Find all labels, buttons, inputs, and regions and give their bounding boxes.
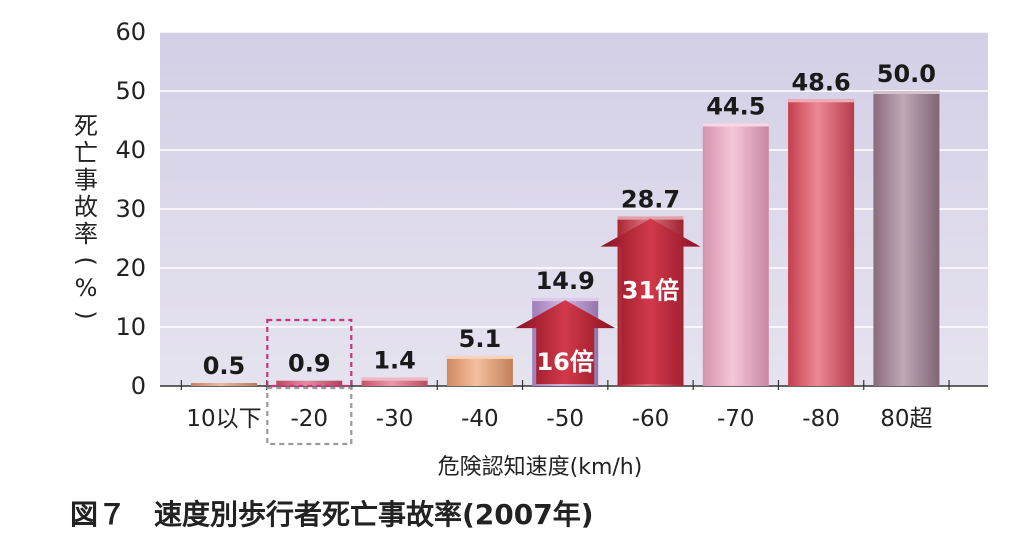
y-tick-label: 50 (115, 77, 146, 105)
y-tick-label: 0 (131, 372, 146, 400)
y-tick-label: 10 (115, 313, 146, 341)
bar-top-highlight (532, 298, 599, 302)
y-axis-title-char: 死 (74, 112, 98, 140)
value-label: 1.4 (373, 347, 416, 375)
bar-top-highlight (702, 123, 769, 127)
x-tick-label: 80超 (880, 406, 932, 432)
y-tick-label: 20 (115, 254, 146, 282)
value-label: 50.0 (877, 60, 936, 88)
bar (361, 377, 428, 386)
ratio-label: 31倍 (622, 277, 679, 305)
bar-top-highlight (873, 91, 940, 94)
y-tick-label: 60 (115, 18, 146, 46)
x-tick-labels: 10以下 -20 -30 -40 -50 -60 -70 -80 80超 (186, 406, 932, 432)
y-axis-title-char: ) (72, 310, 100, 319)
bar (191, 383, 257, 386)
bar (446, 355, 513, 386)
y-axis-title-char: 事 (74, 166, 98, 194)
bar (276, 380, 343, 386)
x-tick-label: -20 (291, 406, 329, 432)
ratio-arrows: 16倍 31倍 (515, 218, 701, 384)
bar-top-highlight (617, 216, 684, 220)
value-label: 28.7 (621, 186, 680, 214)
figure-caption: 図７ 速度別歩行者死亡事故率(2007年) (70, 498, 594, 531)
value-label: 5.1 (459, 325, 502, 353)
ratio-label: 16倍 (536, 348, 593, 376)
y-tick-label: 40 (115, 136, 146, 164)
highlight-box (266, 318, 353, 446)
y-axis-title-char: 率 (74, 220, 98, 248)
x-tick-label: -30 (376, 406, 414, 432)
x-tick-label: -70 (717, 406, 755, 432)
y-tick-label: 30 (115, 195, 146, 223)
ratio-arrow (515, 300, 616, 384)
value-label: 14.9 (536, 267, 595, 295)
x-tick-label: 10以下 (186, 406, 261, 432)
bar-top-highlight (361, 377, 428, 381)
value-label: 44.5 (706, 92, 765, 120)
ratio-arrow (600, 218, 701, 384)
bar (788, 99, 855, 386)
x-tick-label: -80 (802, 406, 840, 432)
value-label: 0.5 (203, 352, 246, 380)
value-labels: 0.5 0.9 1.4 5.1 14.9 28.7 44.5 48.6 50.0 (203, 60, 936, 380)
x-axis-title: 危険認知速度(km/h) (438, 455, 643, 480)
x-tick-label: -40 (461, 406, 499, 432)
bar-top-highlight (788, 99, 855, 103)
highlight-box-upper (266, 318, 353, 388)
x-tick-label: -50 (546, 406, 584, 432)
x-tick-label: -60 (632, 406, 670, 432)
y-axis-title: 死亡事故率 (%) (72, 112, 100, 320)
y-axis-title-char: ( (72, 256, 100, 265)
bar-top-highlight (446, 355, 513, 359)
bar (873, 91, 940, 386)
y-axis-title-char: 亡 (74, 139, 98, 167)
y-tick-labels: 0 10 20 30 40 50 60 (115, 18, 146, 400)
value-label: 0.9 (288, 350, 331, 378)
highlight-box-lower (266, 386, 353, 446)
value-label: 48.6 (791, 68, 850, 96)
y-axis-title-char: 故 (74, 193, 98, 221)
y-axis-title-char: % (75, 274, 98, 302)
bar (702, 123, 769, 386)
